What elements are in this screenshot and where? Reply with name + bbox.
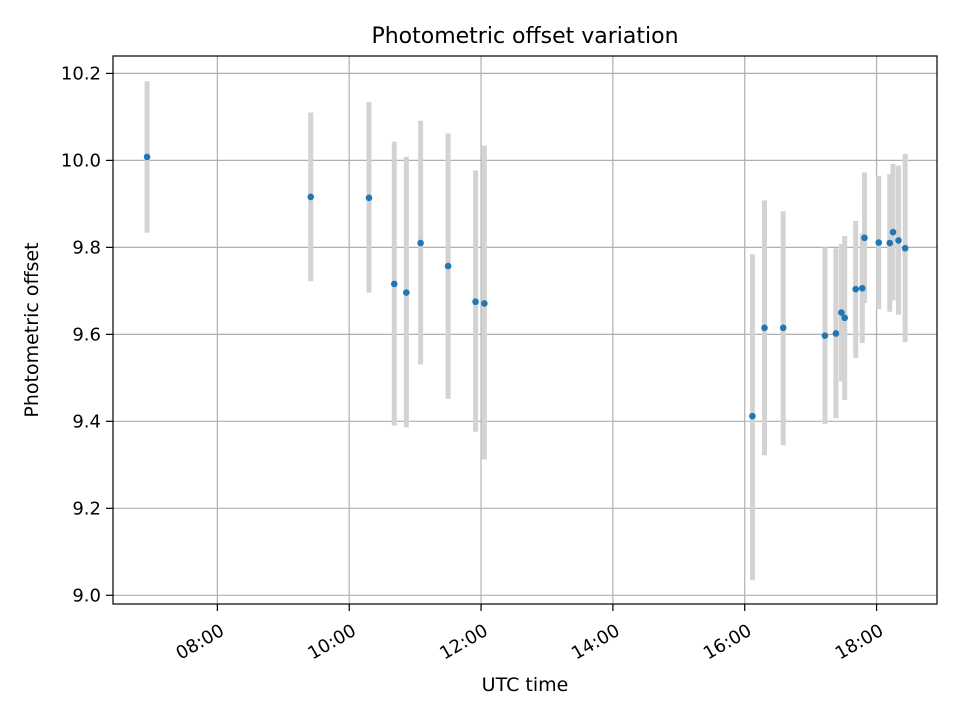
y-tick-label: 10.0	[61, 151, 101, 172]
data-points	[143, 153, 909, 420]
data-point	[143, 153, 151, 161]
grid	[113, 56, 937, 604]
data-point	[858, 284, 866, 292]
data-point	[365, 194, 373, 202]
data-point	[821, 332, 829, 339]
data-point	[889, 228, 897, 236]
data-point	[895, 237, 902, 244]
y-tick-label: 9.8	[72, 238, 101, 259]
y-axis-label: Photometric offset	[21, 242, 43, 417]
data-point	[749, 412, 756, 420]
data-point	[390, 280, 398, 288]
y-tick-label: 9.2	[72, 499, 101, 520]
data-point	[417, 239, 424, 247]
data-point	[832, 330, 840, 337]
data-point	[761, 324, 768, 332]
data-point	[875, 239, 883, 246]
y-axis: 9.0 9.2 9.4 9.6 9.8 10.0 10.2	[61, 64, 113, 607]
y-tick-label: 9.6	[72, 325, 101, 346]
data-point	[779, 324, 787, 332]
plot-frame	[112, 55, 938, 605]
data-point	[444, 262, 452, 270]
data-point	[838, 309, 845, 316]
data-point	[472, 298, 479, 306]
y-tick-label: 9.4	[72, 412, 101, 433]
x-axis-label: UTC time	[482, 674, 569, 696]
y-tick-label: 9.0	[72, 586, 101, 607]
data-point	[852, 285, 859, 293]
data-point	[307, 193, 315, 201]
chart-title: Photometric offset variation	[371, 24, 678, 49]
data-point	[403, 289, 410, 296]
y-tick-label: 10.2	[61, 64, 101, 85]
data-point	[901, 244, 909, 252]
data-point	[841, 314, 849, 322]
data-point	[886, 239, 894, 247]
data-point	[481, 300, 488, 307]
data-point	[861, 234, 868, 242]
